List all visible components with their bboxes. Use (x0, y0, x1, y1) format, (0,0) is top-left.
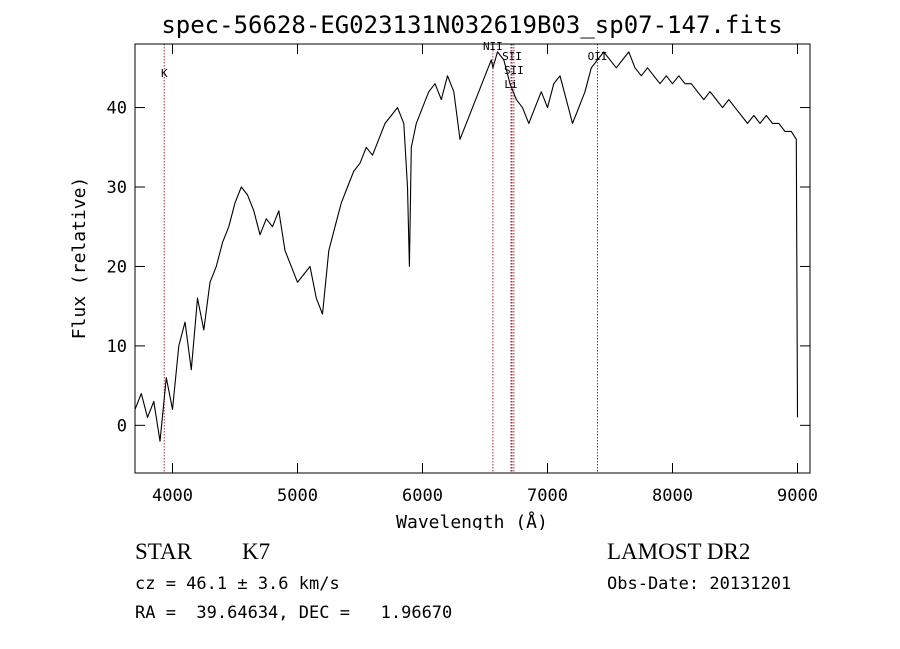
y-tick-label: 40 (107, 99, 127, 119)
line-label-nii: NII (483, 40, 503, 53)
line-label-k: K (161, 67, 168, 80)
y-axis-label: Flux (relative) (69, 177, 90, 340)
plot-frame (134, 43, 811, 474)
line-label-sii: SII (504, 64, 524, 77)
x-axis: 4000 5000 6000 7000 8000 9000 (152, 44, 818, 506)
redshift-line: cz = 46.1 ± 3.6 km/s (135, 574, 340, 594)
x-tick-label: 5000 (277, 486, 318, 506)
y-tick-label: 0 (117, 416, 127, 436)
y-tick-label: 30 (107, 178, 127, 198)
line-label-sii: SII (502, 50, 522, 63)
line-label-li: Li (504, 78, 517, 91)
y-tick-label: 10 (107, 337, 127, 357)
spectrum-chart: spec-56628-EG023131N032619B03_sp07-147.f… (69, 11, 818, 530)
survey-name: LAMOST DR2 (607, 539, 751, 564)
spectrum-line (134, 51, 799, 442)
chart-title: spec-56628-EG023131N032619B03_sp07-147.f… (161, 11, 782, 39)
x-tick-label: 6000 (402, 486, 443, 506)
x-tick-label: 8000 (652, 486, 693, 506)
object-class: STAR (135, 539, 192, 564)
ra-dec-line: RA = 39.64634, DEC = 1.96670 (135, 603, 453, 623)
object-subclass: K7 (242, 539, 271, 564)
x-axis-label: Wavelength (Å) (396, 511, 548, 530)
obs-date: Obs-Date: 20131201 (607, 574, 792, 594)
y-axis: 0 10 20 30 40 (107, 99, 810, 436)
y-tick-label: 20 (107, 257, 127, 277)
x-tick-label: 7000 (527, 486, 568, 506)
x-tick-label: 4000 (152, 486, 193, 506)
x-tick-label: 9000 (777, 486, 818, 506)
